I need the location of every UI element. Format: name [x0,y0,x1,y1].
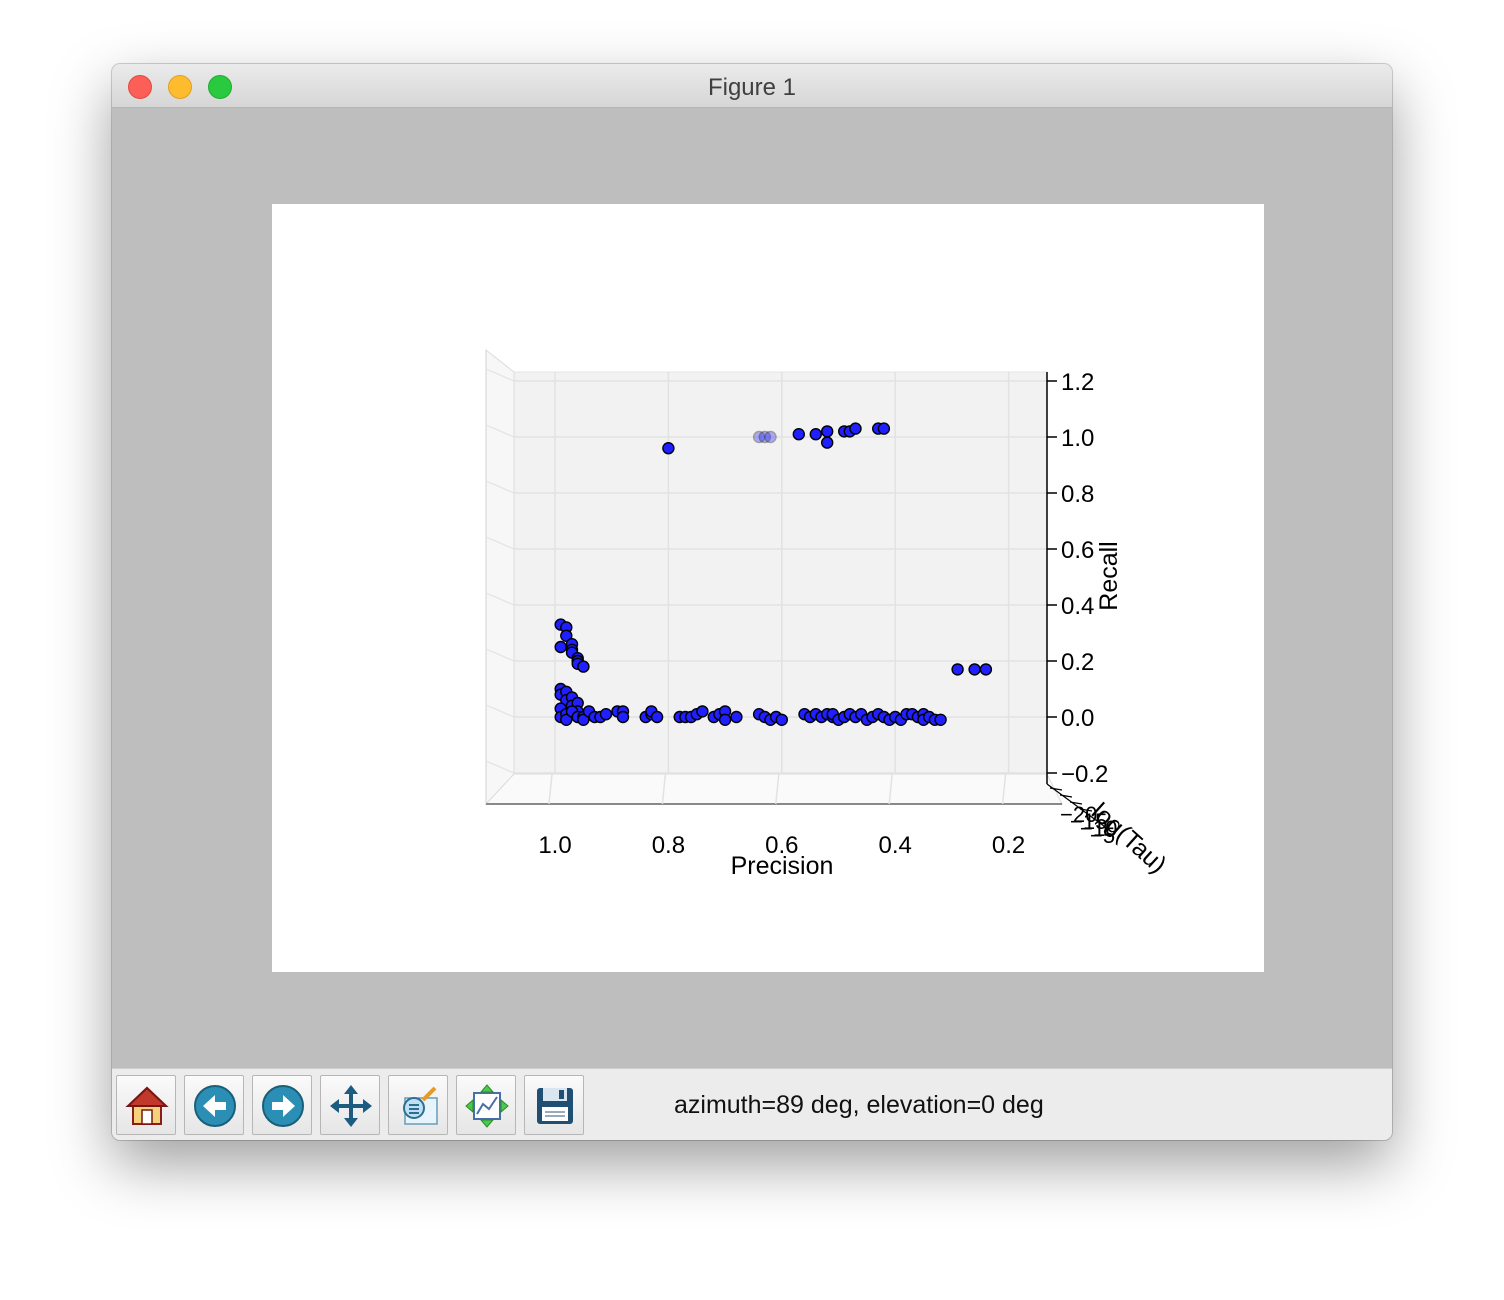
scatter-point [554,640,567,654]
y-tick-label: 0.8 [1061,481,1094,508]
zoom-button[interactable] [388,1075,448,1135]
scatter-point [809,427,822,441]
scatter-point [764,430,777,444]
scatter-3d-plot[interactable]: 1.0 0.8 0.6 0.4 0.2 1.2 1.0 0.8 0.6 0.4 0.2 0.0 −0.… [272,204,1264,972]
tau-tick-labels: −20−15−10−5 [1060,802,1117,848]
subplots-config-icon [465,1084,509,1128]
status-readout: azimuth=89 deg, elevation=0 deg [674,1091,1044,1119]
y-side-grid-line [485,424,515,438]
y-side-grid-line [485,648,515,662]
grid-lines [485,368,1047,805]
z-tick-mark [1049,787,1063,791]
data-points [554,422,993,726]
forward-button[interactable] [252,1075,312,1135]
minimize-window-button[interactable] [168,75,192,99]
y-side-grid-line [485,760,515,774]
forward-arrow-icon [262,1085,304,1127]
scatter-point [577,660,590,673]
scatter-point [979,663,993,676]
scatter-point [752,430,766,444]
scatter-point [730,710,743,724]
scatter-point [662,441,675,455]
back-arrow-icon [194,1085,236,1127]
x-floor-grid-line [661,773,667,805]
scatter-point [599,708,613,721]
floppy-disk-icon [537,1088,573,1124]
x-tick-label: 0.2 [992,832,1025,859]
y-tick-label: 0.4 [1061,593,1094,620]
scatter-point [696,705,709,718]
scatter-point [650,710,664,724]
scatter-point [560,629,573,642]
x-floor-grid-line [888,773,893,805]
x-tick-label: 1.0 [538,832,571,859]
y-tick-label: −0.2 [1061,761,1108,788]
home-button[interactable] [116,1075,176,1135]
z-tick-label: −20 [1060,802,1097,827]
scatter-point [821,425,834,438]
scatter-point [560,713,573,726]
y-tick-label: 1.2 [1061,369,1094,396]
scatter-point [849,422,862,435]
z-tick-label: −15 [1070,809,1107,834]
subplots-button[interactable] [456,1075,516,1135]
tau-axis-line [1046,783,1113,833]
y-tick-label: 0.6 [1061,537,1094,564]
y-tick-label: 0.0 [1061,705,1094,732]
y-axis-label: Recall [1095,541,1123,610]
scatter-point [775,713,788,726]
save-button[interactable] [524,1075,584,1135]
back-button[interactable] [184,1075,244,1135]
x-tick-label: 0.6 [765,832,798,859]
y-side-grid-line [485,704,515,718]
scatter-point [792,427,805,441]
figure-window: Figure 1 1.0 0.8 0.6 0.4 0.2 1.2 1.0 0.8 [112,64,1392,1140]
x-floor-grid-line [548,773,553,805]
z-tick-mark [1079,808,1093,812]
scatter-point [877,422,891,435]
x-floor-grid-line [775,773,780,805]
y-tick-label: 1.0 [1061,425,1094,452]
y-tick-label: 0.2 [1061,649,1094,676]
floor-pane [484,773,1063,805]
navigation-toolbar: azimuth=89 deg, elevation=0 deg [112,1068,1392,1140]
figure-canvas[interactable]: 1.0 0.8 0.6 0.4 0.2 1.2 1.0 0.8 0.6 0.4 0.2 0.0 −0.… [112,108,1392,1068]
pan-button[interactable] [320,1075,380,1135]
left-pane [485,348,515,806]
x-floor-grid-line [1001,773,1007,805]
scatter-point [577,713,590,726]
recall-tick-labels: 1.2 1.0 0.8 0.6 0.4 0.2 0.0 −0.2 [1061,369,1108,788]
scatter-point [718,713,732,726]
y-side-grid-line [485,480,515,494]
move-arrows-icon [330,1085,372,1127]
title-bar[interactable]: Figure 1 [112,64,1392,108]
y-side-grid-line [485,592,515,606]
zoom-rect-icon [403,1086,438,1125]
window-title: Figure 1 [707,74,797,101]
z-tick-mark [1059,794,1073,798]
x-tick-label: 0.4 [879,832,912,859]
x-axis-label: Precision [731,852,834,880]
precision-tick-labels: 1.0 0.8 0.6 0.4 0.2 [538,832,1025,859]
scatter-point [968,663,981,676]
y-side-grid-line [485,368,515,382]
y-side-grid-line [485,536,515,550]
scatter-point [934,713,947,726]
z-tick-label: −5 [1090,823,1115,848]
zoom-window-button[interactable] [208,75,232,99]
z-tick-label: −10 [1080,816,1117,841]
scatter-point [758,430,771,444]
axis-lines [1046,372,1113,833]
scatter-point [821,436,834,449]
z-tick-mark [1069,801,1083,805]
close-window-button[interactable] [128,75,152,99]
x-tick-label: 0.8 [652,832,685,859]
axes-panes [484,348,1063,806]
plot-figure[interactable]: 1.0 0.8 0.6 0.4 0.2 1.2 1.0 0.8 0.6 0.4 0.2 0.0 −0.… [272,204,1264,972]
home-icon [125,1086,169,1125]
scatter-point [616,710,630,724]
scatter-point [951,663,964,676]
